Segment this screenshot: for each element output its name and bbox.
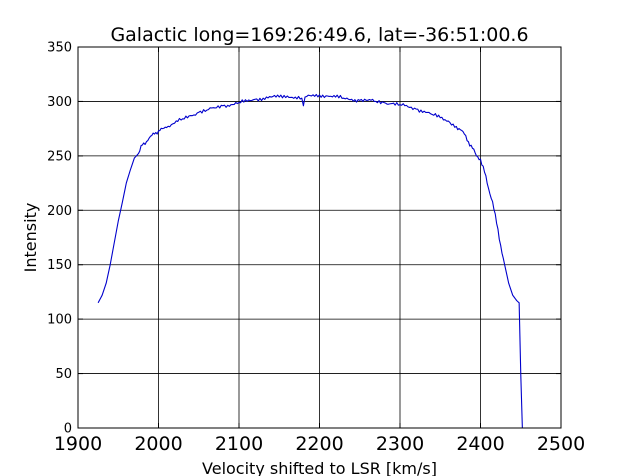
x-tick-label: 2400 — [456, 433, 504, 455]
x-tick-label: 2300 — [376, 433, 424, 455]
y-tick-label: 0 — [64, 422, 72, 437]
x-tick-label: 2100 — [215, 433, 263, 455]
y-tick-label: 150 — [47, 258, 72, 273]
x-axis-label: Velocity shifted to LSR [km/s] — [202, 459, 437, 476]
tick-labels: 1900 2000 2100 2200 2300 2400 2500 0 50 100 150 200… — [47, 41, 585, 456]
x-tick-label: 2500 — [537, 433, 585, 455]
y-tick-label: 50 — [55, 367, 72, 382]
y-tick-label: 100 — [47, 313, 72, 328]
y-tick-label: 350 — [47, 41, 72, 56]
y-tick-label: 200 — [47, 204, 72, 219]
y-tick-label: 250 — [47, 149, 72, 164]
data-series — [97, 93, 523, 429]
x-tick-label: 1900 — [54, 433, 102, 455]
x-tick-label: 2000 — [134, 433, 182, 455]
intensity-series-line — [97, 93, 523, 429]
x-tick-label: 2200 — [295, 433, 343, 455]
y-tick-label: 300 — [47, 95, 72, 110]
grid-lines — [78, 47, 561, 428]
axis-ticks — [77, 46, 562, 429]
chart-title: Galactic long=169:26:49.6, lat=-36:51:00… — [110, 24, 528, 46]
y-axis-label: Intensity — [21, 203, 40, 273]
